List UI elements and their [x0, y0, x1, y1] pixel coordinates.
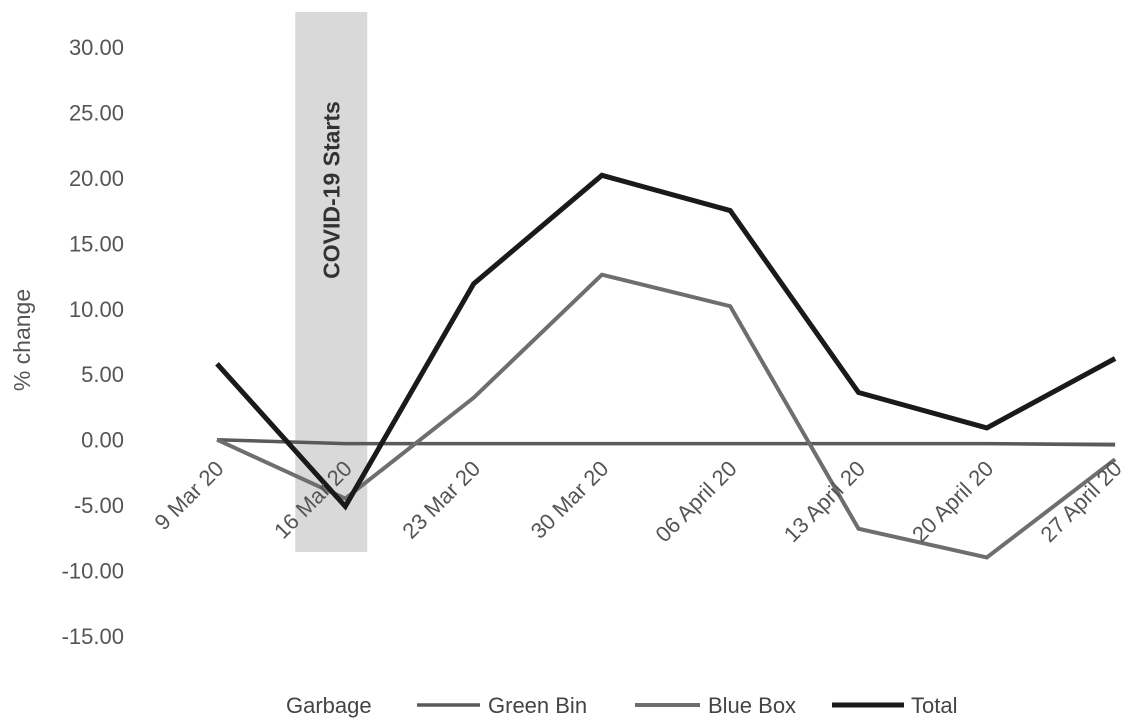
- y-tick-label: 30.00: [69, 35, 124, 60]
- y-tick-label: 5.00: [81, 362, 124, 387]
- y-tick-label: -5.00: [74, 493, 124, 518]
- y-tick-label: -10.00: [62, 559, 124, 584]
- series-line-green-bin: [216, 437, 1116, 447]
- x-tick-label: 23 Mar 20: [397, 456, 485, 544]
- x-tick-label: 27 April 20: [1035, 456, 1123, 547]
- legend-label-green-bin: Green Bin: [488, 693, 587, 718]
- legend-label-blue-box: Blue Box: [708, 693, 796, 718]
- y-tick-label: 0.00: [81, 428, 124, 453]
- y-axis-tick-labels: 30.00 25.00 20.00 15.00 10.00 5.00 0.00 -5.00 -1…: [62, 35, 124, 649]
- x-tick-label: 9 Mar 20: [149, 456, 228, 535]
- series-line-blue-box: [216, 272, 1117, 560]
- series-lines: [215, 172, 1117, 560]
- y-tick-label: 15.00: [69, 231, 124, 256]
- y-tick-label: 10.00: [69, 297, 124, 322]
- y-tick-label: 20.00: [69, 166, 124, 191]
- y-tick-label: -15.00: [62, 624, 124, 649]
- covid-annotation-label: COVID-19 Starts: [318, 101, 344, 279]
- y-axis-label: % change: [9, 289, 35, 391]
- legend: Garbage Green Bin Blue Box Total: [286, 693, 957, 718]
- x-tick-label: 06 April 20: [651, 456, 742, 547]
- series-line-total: [215, 172, 1117, 511]
- x-tick-label: 20 April 20: [907, 456, 998, 547]
- legend-label-garbage: Garbage: [286, 693, 372, 718]
- x-tick-label: 30 Mar 20: [526, 456, 614, 544]
- y-tick-label: 25.00: [69, 100, 124, 125]
- legend-label-total: Total: [911, 693, 957, 718]
